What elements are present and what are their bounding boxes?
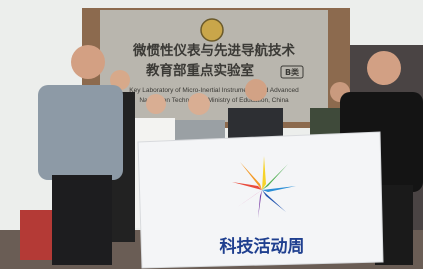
sign-english: Key Laboratory of Micro-Inertial Instrum… bbox=[129, 87, 299, 94]
sign-subtitle: 教育部重点实验室 bbox=[146, 62, 254, 79]
photo: 微惯性仪表与先进导航技术 教育部重点实验室 B类 Key Laboratory … bbox=[0, 0, 423, 269]
sign-title: 微惯性仪表与先进导航技术 bbox=[132, 42, 295, 59]
banner-text: 科技活动周 bbox=[220, 236, 305, 257]
emblem bbox=[201, 19, 223, 41]
sign-tag: B类 bbox=[285, 67, 299, 77]
